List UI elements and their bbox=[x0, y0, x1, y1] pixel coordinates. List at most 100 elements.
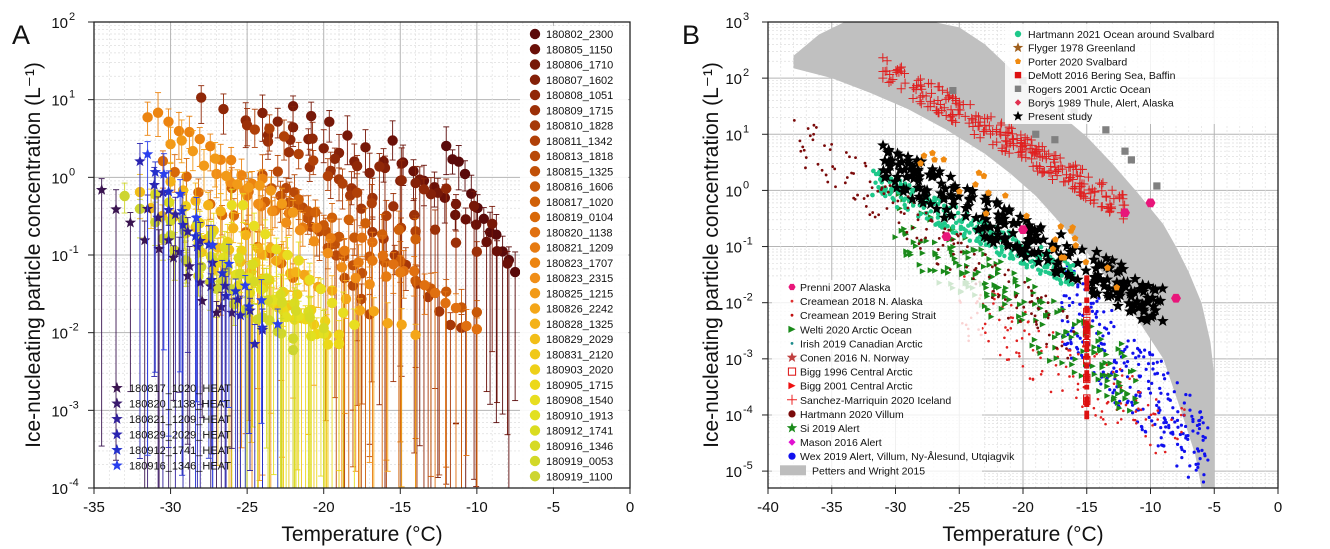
data-point bbox=[985, 189, 992, 196]
data-point bbox=[290, 267, 302, 278]
data-point bbox=[1053, 355, 1060, 362]
data-point bbox=[1006, 296, 1013, 303]
data-point bbox=[1182, 449, 1187, 453]
data-point bbox=[440, 297, 451, 309]
data-point bbox=[152, 107, 164, 118]
data-point bbox=[193, 270, 204, 282]
data-point bbox=[1192, 450, 1196, 454]
data-point bbox=[1147, 387, 1151, 391]
panel-a-heat-legend: 180817_1020_HEAT 180820_1138_HEAT 180821_1… bbox=[111, 382, 231, 473]
data-point bbox=[1020, 213, 1033, 226]
data-point bbox=[1059, 359, 1066, 366]
data-point bbox=[935, 177, 948, 189]
data-point bbox=[254, 180, 265, 191]
data-point bbox=[211, 168, 222, 180]
data-point bbox=[1155, 403, 1159, 407]
data-point bbox=[1032, 301, 1039, 308]
data-point bbox=[262, 136, 274, 147]
data-point bbox=[980, 263, 987, 270]
data-point bbox=[939, 182, 952, 194]
data-point bbox=[1162, 421, 1166, 425]
data-point bbox=[936, 248, 940, 251]
data-point bbox=[961, 182, 974, 195]
data-point bbox=[267, 205, 278, 217]
data-point bbox=[888, 188, 894, 193]
series-180908_1540 bbox=[226, 188, 360, 488]
data-point bbox=[1113, 265, 1126, 277]
data-point bbox=[1091, 301, 1095, 305]
data-point bbox=[1035, 323, 1038, 326]
data-point bbox=[349, 232, 360, 243]
data-point bbox=[1104, 422, 1107, 426]
data-point bbox=[1099, 382, 1103, 386]
data-point bbox=[941, 243, 945, 247]
data-point bbox=[396, 319, 407, 330]
data-point bbox=[1072, 170, 1082, 180]
data-point bbox=[1036, 296, 1040, 300]
legend-label: Rogers 2001 Arctic Ocean bbox=[1028, 84, 1151, 96]
data-point bbox=[947, 198, 960, 210]
data-point bbox=[950, 225, 956, 230]
data-point bbox=[998, 318, 1001, 322]
data-point bbox=[190, 211, 203, 223]
data-point bbox=[234, 268, 246, 280]
data-point bbox=[932, 267, 939, 274]
data-point bbox=[1084, 281, 1090, 287]
data-point bbox=[993, 245, 998, 250]
data-point bbox=[1083, 357, 1091, 365]
data-point bbox=[1067, 303, 1072, 308]
y-tick-exponent: -4 bbox=[69, 477, 79, 489]
legend-marker bbox=[111, 382, 123, 393]
legend-marker bbox=[529, 410, 541, 421]
data-point bbox=[1135, 421, 1138, 425]
data-point bbox=[1006, 316, 1010, 320]
data-point bbox=[1156, 314, 1169, 327]
data-point bbox=[1009, 303, 1013, 307]
legend-label: Creamean 2019 Bering Strait bbox=[800, 310, 936, 322]
data-point bbox=[1132, 418, 1135, 422]
data-point bbox=[461, 320, 472, 332]
data-point bbox=[191, 240, 204, 252]
data-point bbox=[322, 339, 334, 350]
data-point bbox=[429, 287, 441, 299]
data-point bbox=[1131, 374, 1134, 378]
data-point bbox=[1066, 272, 1079, 284]
data-point bbox=[998, 305, 1005, 312]
y-tick-exponent: -4 bbox=[743, 404, 753, 416]
data-point bbox=[1015, 339, 1019, 342]
data-point bbox=[1058, 281, 1064, 286]
data-point bbox=[1121, 147, 1129, 155]
data-point bbox=[1104, 264, 1111, 271]
data-point bbox=[223, 257, 235, 269]
data-point bbox=[1137, 407, 1140, 410]
data-point bbox=[1006, 123, 1016, 133]
legend-label: 180823_1707 bbox=[546, 258, 613, 270]
data-point bbox=[998, 218, 1011, 230]
y-tick-label: 10 bbox=[51, 93, 68, 110]
data-point bbox=[871, 211, 875, 214]
data-point bbox=[1179, 445, 1183, 449]
data-point bbox=[1151, 424, 1154, 427]
data-point bbox=[419, 280, 430, 291]
data-point bbox=[1102, 310, 1106, 314]
data-point bbox=[938, 211, 951, 223]
data-point bbox=[1068, 175, 1078, 185]
data-point bbox=[1084, 298, 1090, 304]
data-point bbox=[1061, 333, 1068, 340]
x-tick-label: -25 bbox=[236, 499, 258, 516]
data-point bbox=[892, 67, 902, 77]
data-point bbox=[905, 237, 909, 241]
data-point bbox=[253, 198, 264, 210]
data-point bbox=[1049, 390, 1053, 394]
data-point bbox=[1167, 423, 1171, 428]
data-point bbox=[219, 279, 231, 291]
data-point bbox=[963, 275, 966, 278]
legend-label: 180819_0104 bbox=[546, 212, 613, 224]
data-point bbox=[354, 305, 366, 316]
data-point bbox=[141, 148, 154, 160]
data-point bbox=[1163, 450, 1167, 454]
data-point bbox=[965, 254, 972, 261]
data-point bbox=[1117, 275, 1130, 287]
data-point bbox=[1050, 162, 1060, 172]
data-point bbox=[187, 145, 199, 157]
